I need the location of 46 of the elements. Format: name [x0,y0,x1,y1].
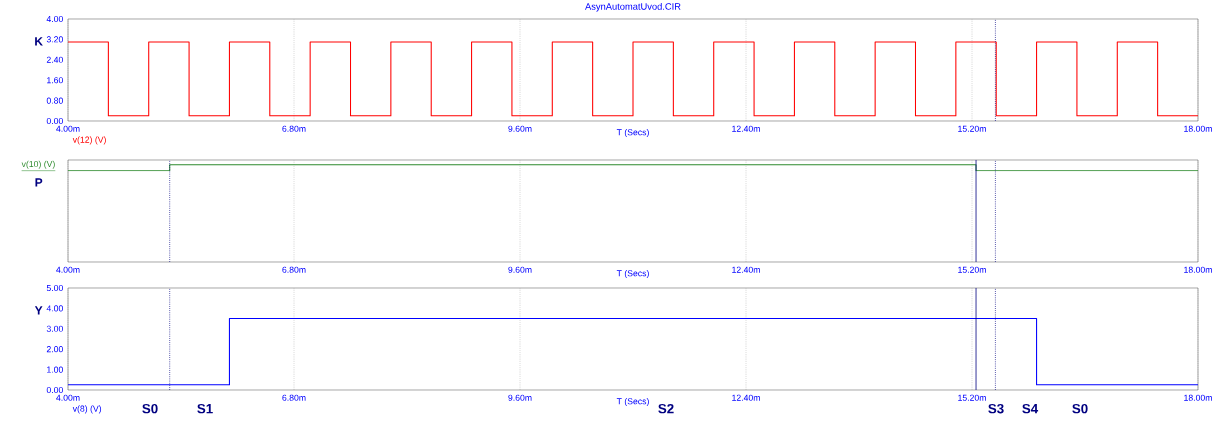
x-tick-label: 18.00m [1184,125,1212,132]
x-tick-label: 12.40m [732,125,760,132]
y-tick-label: 3.00 [46,325,63,332]
x-tick-label: 9.60m [508,125,532,132]
x-tick-label: 4.00m [56,394,80,401]
x-tick-label: 6.80m [282,394,306,401]
text: S2 [658,403,674,414]
y-tick-label: 0.00 [46,117,63,125]
x-tick-label: 15.20m [958,394,986,401]
y-tick-label: 2.00 [46,346,63,353]
y-tick-label: 4.00 [46,15,63,23]
y-tick-label: 1.60 [47,77,63,84]
y-tick-label: 3.20 [46,36,63,43]
text: S1 [197,403,213,414]
y-axis-title: K [35,37,43,46]
x-tick-label: 18.00m [1184,394,1212,401]
y-tick-label: 2.40 [46,56,63,63]
text: S3 [988,403,1004,414]
series-label: v(10) (V) [21,160,55,169]
y-axis-title: P [35,178,43,187]
text: S0 [142,403,158,414]
x-tick-label: 15.20m [958,125,986,132]
x-tick-label: 9.60m [508,266,532,273]
y-tick-label: 1.00 [47,366,63,373]
text: S0 [1072,403,1088,414]
x-axis-title: T (Secs) [616,269,649,279]
x-tick-label: 18.00m [1184,266,1212,273]
y-tick-label: 4.00 [46,305,63,312]
text: v(8) (V) [72,405,102,414]
x-axis-title: T (Secs) [616,128,649,138]
x-tick-label: 6.80m [282,125,306,132]
x-tick-label: 12.40m [732,266,760,273]
chart-title: AsynAutomatUvod.CIR [585,2,681,12]
x-tick-label: 9.60m [508,394,532,401]
text: v(12) (V) [72,136,106,145]
x-tick-label: 12.40m [732,394,760,401]
x-tick-label: 6.80m [282,266,306,273]
y-tick-label: 0.80 [46,97,63,104]
x-axis-title: T (Secs) [616,397,649,407]
x-tick-label: 15.20m [958,266,986,273]
text: S4 [1022,403,1039,414]
y-tick-label: 5.00 [46,284,63,292]
y-axis-title: Y [34,306,43,315]
y-tick-label: 0.00 [46,386,63,394]
x-tick-label: 4.00m [56,266,80,273]
x-tick-label: 4.00m [56,125,80,132]
